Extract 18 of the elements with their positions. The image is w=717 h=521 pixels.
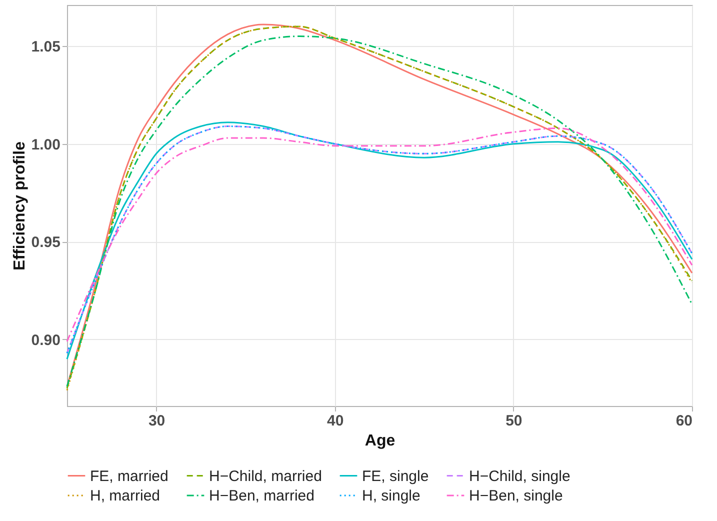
legend-label: H−Child, single <box>469 468 570 485</box>
y-axis-title: Efficiency profile <box>11 141 28 270</box>
x-tick-label: 50 <box>506 412 522 430</box>
x-tick-label: 30 <box>148 412 166 430</box>
legend-label: H−Child, married <box>209 468 322 485</box>
x-tick-label: 60 <box>676 412 692 430</box>
legend-label: H, married <box>90 488 160 504</box>
x-tick-label: 40 <box>327 412 344 430</box>
x-axis-title: Age <box>364 432 396 450</box>
legend-label: FE, married <box>90 468 168 485</box>
y-tick-label: 0.95 <box>31 234 60 252</box>
y-tick-label: 1.05 <box>31 38 60 56</box>
legend-label: H, single <box>362 488 420 504</box>
y-tick-label: 1.00 <box>31 136 60 154</box>
legend-label: H−Ben, single <box>469 488 563 504</box>
legend-label: H−Ben, married <box>209 488 314 504</box>
y-tick-label: 0.90 <box>31 332 60 349</box>
legend-label: FE, single <box>362 468 429 485</box>
